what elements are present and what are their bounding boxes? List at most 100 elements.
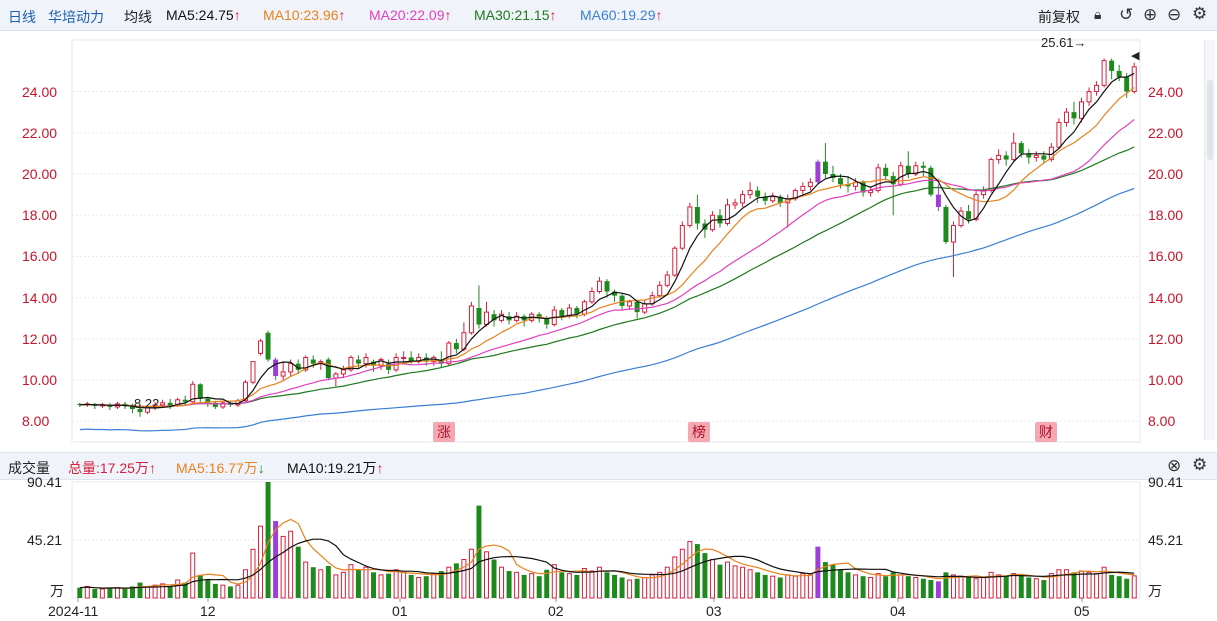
- candle-body: [1011, 142, 1017, 161]
- candle-body: [190, 383, 196, 403]
- candle-body: [1033, 154, 1039, 159]
- candle-body: [838, 178, 843, 185]
- volume-bar: [755, 572, 761, 598]
- volume-bar: [280, 535, 286, 599]
- undo-icon[interactable]: ↺: [1119, 5, 1134, 24]
- candle-body: [657, 284, 663, 297]
- volume-bar: [762, 574, 768, 598]
- volume-bar: [1071, 572, 1077, 598]
- volume-bar: [664, 566, 670, 599]
- volume-bar: [702, 553, 708, 598]
- volume-bar: [506, 571, 512, 598]
- volume-bar: [77, 587, 83, 598]
- candle-body: [589, 291, 595, 303]
- volume-bar: [898, 574, 904, 599]
- candle-body: [920, 165, 926, 168]
- event-tag-bang[interactable]: 榜: [688, 422, 710, 442]
- candle-body: [288, 363, 294, 373]
- price-tick-right: 12.00: [1148, 330, 1184, 347]
- candle-body: [197, 384, 203, 399]
- gear-icon[interactable]: ⚙: [1192, 4, 1208, 23]
- close-icon[interactable]: ⊗: [1167, 456, 1182, 475]
- candle-body: [1124, 77, 1130, 92]
- volume-bar: [1079, 570, 1084, 599]
- zoom-out-icon[interactable]: ⊖: [1167, 5, 1182, 24]
- candle-body: [348, 356, 354, 371]
- price-tick-left: 24.00: [22, 83, 58, 100]
- volume-bar: [913, 576, 919, 599]
- volume-bar: [514, 571, 520, 599]
- adjust-selector[interactable]: 前复权: [1038, 9, 1080, 25]
- volume-bar: [920, 578, 926, 598]
- volume-bar: [619, 577, 625, 598]
- candle-body: [800, 185, 806, 191]
- candle-body: [943, 206, 949, 243]
- volume-bar: [393, 569, 399, 599]
- event-tag-cai[interactable]: 财: [1035, 422, 1057, 442]
- volume-bar: [212, 583, 218, 598]
- volume-bar: [1086, 571, 1092, 599]
- candle-body: [491, 314, 497, 321]
- volume-settings-icon[interactable]: ⚙: [1192, 455, 1208, 474]
- candle-body: [182, 399, 188, 402]
- price-tick-left: 16.00: [22, 248, 58, 265]
- volume-bar: [99, 588, 105, 599]
- candle-body: [1026, 153, 1032, 158]
- candle-body: [205, 398, 211, 403]
- volume-bar: [589, 570, 595, 599]
- volume-bar: [295, 546, 301, 598]
- stock-name[interactable]: 华培动力: [48, 9, 104, 25]
- volume-bar: [928, 580, 934, 598]
- volume-bar: [1124, 578, 1130, 598]
- volume-bar: [1003, 576, 1009, 598]
- lock-icon[interactable]: 🔒︎: [1094, 6, 1102, 22]
- period-selector[interactable]: 日线: [8, 9, 36, 25]
- volume-bar: [740, 566, 746, 599]
- candle-body: [242, 381, 248, 402]
- candle-body: [378, 359, 384, 367]
- volume-header: 成交量 总量:17.25万↑ MA5:16.77万↓ MA10:19.21万↑ …: [0, 452, 1217, 480]
- volume-tick-right: 90.41: [1148, 474, 1184, 490]
- candle-body: [725, 204, 730, 224]
- candle-body: [273, 359, 279, 377]
- volume-bar: [137, 582, 143, 598]
- candle-body: [258, 340, 264, 354]
- volume-bar: [792, 575, 798, 599]
- candle-body: [130, 405, 135, 410]
- zoom-in-icon[interactable]: ⊕: [1143, 5, 1158, 24]
- scrollbar-thumb[interactable]: [1207, 80, 1213, 160]
- candle-body: [355, 359, 361, 364]
- scrollbar[interactable]: [1204, 40, 1215, 440]
- event-tag-zhang[interactable]: 涨: [433, 422, 455, 442]
- volume-bar: [725, 561, 730, 599]
- x-axis-label: 12: [200, 603, 216, 619]
- price-tick-left: 22.00: [22, 124, 58, 141]
- candle-body: [1094, 84, 1100, 93]
- ma30-line: [79, 146, 1135, 408]
- candle-body: [694, 206, 700, 224]
- candle-body: [966, 211, 972, 220]
- volume-bar: [627, 579, 633, 599]
- volume-bar: [950, 574, 956, 599]
- candle-body: [928, 167, 934, 195]
- candle-body: [1086, 91, 1092, 103]
- candle-body: [1109, 60, 1115, 71]
- volume-bar: [235, 584, 241, 599]
- candle-body: [807, 181, 813, 187]
- volume-bar: [408, 574, 414, 598]
- volume-bar: [883, 576, 889, 598]
- volume-bar: [604, 572, 610, 598]
- candle-body: [905, 165, 911, 174]
- candle-body: [340, 369, 346, 375]
- candle-body: [634, 301, 640, 313]
- ma20-line: [79, 119, 1135, 408]
- price-tick-left: 18.00: [22, 207, 58, 224]
- candle-body: [363, 356, 369, 365]
- x-axis-label: 2024-11: [48, 603, 99, 619]
- candle-body: [416, 356, 422, 363]
- ma30-label: MA30:21.15↑: [474, 7, 557, 23]
- volume-bar: [838, 569, 843, 598]
- candle-body: [1018, 143, 1024, 154]
- indicator-label[interactable]: 均线: [124, 9, 152, 25]
